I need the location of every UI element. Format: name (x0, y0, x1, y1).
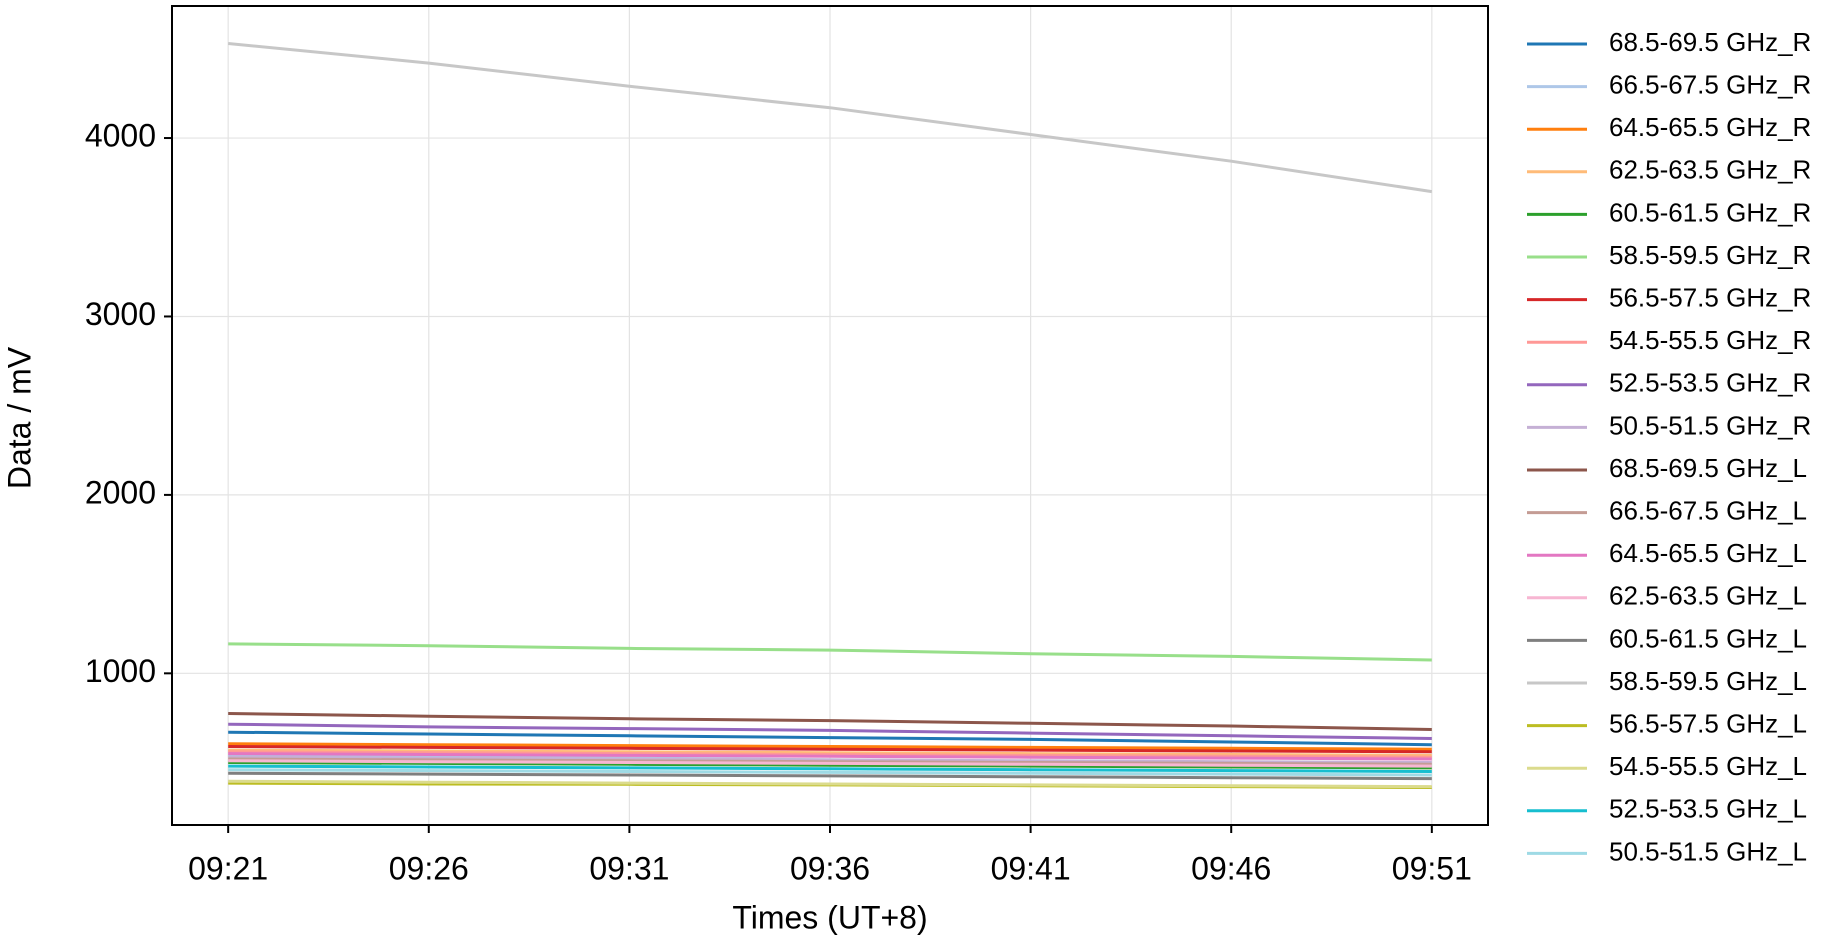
legend-label: 66.5-67.5 GHz_L (1609, 495, 1807, 525)
series-line (228, 757, 1432, 766)
x-tick-label: 09:31 (589, 850, 669, 886)
legend-label: 50.5-51.5 GHz_R (1609, 410, 1811, 440)
series-line (228, 750, 1432, 759)
legend-label: 52.5-53.5 GHz_R (1609, 368, 1811, 398)
legend-label: 64.5-65.5 GHz_R (1609, 112, 1811, 142)
legend-label: 60.5-61.5 GHz_R (1609, 197, 1811, 227)
x-tick-label: 09:26 (389, 850, 469, 886)
legend-label: 50.5-51.5 GHz_L (1609, 836, 1807, 866)
legend-label: 54.5-55.5 GHz_R (1609, 325, 1811, 355)
legend-label: 66.5-67.5 GHz_R (1609, 69, 1811, 99)
legend-label: 68.5-69.5 GHz_L (1609, 453, 1807, 483)
series-line (228, 752, 1432, 761)
legend-label: 56.5-57.5 GHz_R (1609, 282, 1811, 312)
x-tick-label: 09:46 (1191, 850, 1271, 886)
series-line (228, 764, 1432, 773)
series-line (228, 761, 1432, 770)
series-line (228, 42, 1433, 194)
y-axis-label: Data / mV (1, 346, 37, 489)
legend-label: 56.5-57.5 GHz_L (1609, 708, 1807, 738)
x-tick-label: 09:41 (991, 850, 1071, 886)
series-line (228, 642, 1432, 662)
plot-frame (171, 5, 1489, 826)
x-tick-label: 09:51 (1392, 850, 1472, 886)
series-line (228, 745, 1432, 754)
series-line (228, 712, 1432, 731)
legend-label: 64.5-65.5 GHz_L (1609, 538, 1807, 568)
legend-label: 58.5-59.5 GHz_L (1609, 666, 1807, 696)
legend-label: 62.5-63.5 GHz_R (1609, 155, 1811, 185)
series-line (228, 779, 1432, 789)
x-axis-label: Times (UT+8) (732, 899, 927, 935)
legend-label: 54.5-55.5 GHz_L (1609, 751, 1807, 781)
y-tick-label: 2000 (85, 474, 156, 510)
series-line (228, 722, 1432, 740)
y-tick-label: 3000 (85, 296, 156, 332)
series-line (228, 748, 1432, 757)
series-line (228, 768, 1432, 777)
series-line (228, 771, 1432, 781)
series-line (228, 759, 1432, 768)
x-tick-label: 09:21 (188, 850, 268, 886)
legend-label: 60.5-61.5 GHz_L (1609, 623, 1807, 653)
y-tick-label: 4000 (85, 117, 156, 153)
legend-label: 62.5-63.5 GHz_L (1609, 581, 1807, 611)
series-line (228, 755, 1432, 764)
legend-label: 52.5-53.5 GHz_L (1609, 794, 1807, 824)
x-tick-label: 09:36 (790, 850, 870, 886)
series-line (228, 730, 1432, 747)
legend-label: 68.5-69.5 GHz_R (1609, 27, 1811, 57)
legend-label: 58.5-59.5 GHz_R (1609, 240, 1811, 270)
series-line (228, 742, 1432, 751)
y-tick-label: 1000 (85, 653, 156, 689)
